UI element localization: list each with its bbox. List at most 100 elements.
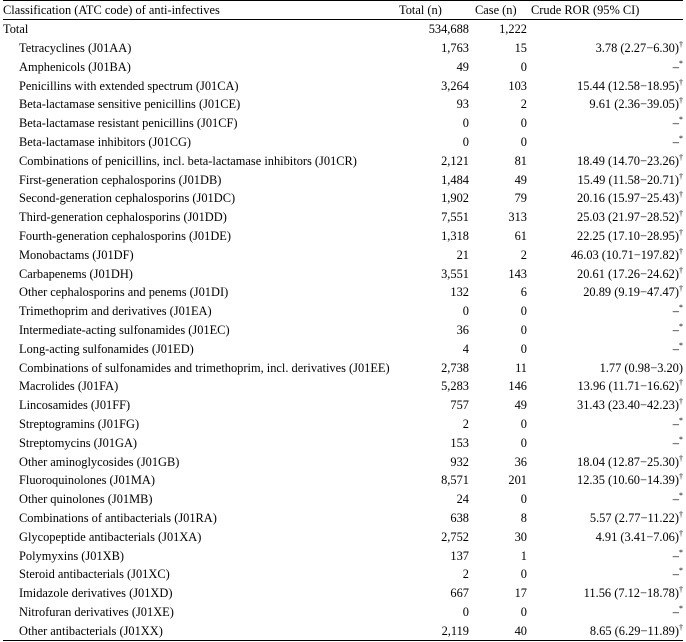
row-case: 313 bbox=[508, 210, 527, 225]
table-row: Amphenicols (J01BA) 49 0 –* bbox=[3, 58, 683, 77]
row-total: 137 bbox=[450, 548, 469, 563]
table-row: Other antibacterials (J01XX) 2,119 40 8.65 … bbox=[3, 622, 683, 641]
row-case: 143 bbox=[508, 266, 527, 281]
row-total: 3,264 bbox=[441, 78, 469, 93]
row-ror-cell: –* bbox=[527, 302, 683, 321]
row-case: 0 bbox=[520, 492, 527, 507]
row-ror: 31.43 (23.40−42.23) bbox=[577, 398, 679, 413]
table-row: Beta-lactamase sensitive penicillins (J0… bbox=[3, 95, 683, 114]
row-classification: Streptomycins (J01GA) bbox=[19, 435, 138, 450]
row-classification: Other aminoglycosides (J01GB) bbox=[19, 454, 180, 469]
significance-mark: † bbox=[679, 528, 683, 538]
row-case: 0 bbox=[520, 322, 527, 337]
row-classification: Second-generation cephalosporins (J01DC) bbox=[19, 191, 236, 206]
row-case: 6 bbox=[520, 285, 527, 300]
row-classification: Trimethoprim and derivatives (J01EA) bbox=[19, 304, 212, 319]
table-row: Combinations of antibacterials (J01RA) 63… bbox=[3, 509, 683, 528]
significance-mark: † bbox=[679, 472, 683, 482]
significance-mark: † bbox=[679, 152, 683, 162]
row-classification: Imidazole derivatives (J01XD) bbox=[19, 586, 173, 601]
significance-mark: * bbox=[679, 491, 683, 501]
table-row: Other aminoglycosides (J01GB) 932 36 18.04 … bbox=[3, 452, 683, 471]
row-total: 4 bbox=[462, 341, 469, 356]
significance-mark: † bbox=[679, 622, 683, 632]
table-row: Trimethoprim and derivatives (J01EA) 0 0 –* bbox=[3, 302, 683, 321]
row-ror: – bbox=[672, 435, 679, 450]
row-total: 7,551 bbox=[441, 210, 469, 225]
table-row: First-generation cephalosporins (J01DB) 1… bbox=[3, 170, 683, 189]
row-classification: Total bbox=[3, 22, 29, 37]
row-total: 1,318 bbox=[441, 228, 469, 243]
row-ror: – bbox=[672, 492, 679, 507]
table-row: Second-generation cephalosporins (J01DC)… bbox=[3, 189, 683, 208]
table-row: Beta-lactamase inhibitors (J01CG) 0 0 –* bbox=[3, 133, 683, 152]
row-total: 24 bbox=[456, 492, 469, 507]
row-classification: Penicillins with extended spectrum (J01C… bbox=[19, 78, 239, 93]
row-ror-cell: 25.03 (21.97−28.52)† bbox=[527, 208, 683, 227]
row-ror: 13.96 (11.71−16.62) bbox=[577, 379, 679, 394]
row-ror: 4.91 (3.41−7.06) bbox=[595, 529, 679, 544]
row-classification: Steroid antibacterials (J01XC) bbox=[19, 567, 170, 582]
row-total: 8,571 bbox=[441, 473, 469, 488]
row-classification: Tetracyclines (J01AA) bbox=[19, 41, 132, 55]
row-ror-cell: 18.04 (12.87−25.30)† bbox=[527, 452, 683, 471]
table-row: Penicillins with extended spectrum (J01C… bbox=[3, 76, 683, 95]
row-ror-cell: 20.61 (17.26−24.62)† bbox=[527, 264, 683, 283]
row-ror: – bbox=[672, 341, 679, 356]
row-ror-cell: –* bbox=[527, 434, 683, 453]
row-ror: – bbox=[672, 134, 679, 149]
row-ror-cell: 15.49 (11.58−20.71)† bbox=[527, 170, 683, 189]
row-classification: Monobactams (J01DF) bbox=[19, 247, 134, 262]
row-case: 0 bbox=[520, 435, 527, 450]
row-total: 93 bbox=[456, 97, 469, 112]
row-total: 667 bbox=[450, 586, 469, 601]
significance-mark: † bbox=[679, 77, 683, 87]
row-case: 15 bbox=[514, 41, 527, 55]
row-case: 0 bbox=[520, 59, 527, 74]
row-total: 757 bbox=[450, 398, 469, 413]
row-total: 49 bbox=[456, 59, 469, 74]
row-ror: 9.61 (2.36−39.05) bbox=[589, 97, 679, 112]
row-total: 3,551 bbox=[441, 266, 469, 281]
row-ror-cell: –* bbox=[527, 546, 683, 565]
row-ror-cell: 4.91 (3.41−7.06)† bbox=[527, 528, 683, 547]
row-ror: 18.04 (12.87−25.30) bbox=[577, 454, 679, 469]
row-case: 61 bbox=[514, 228, 527, 243]
row-ror: 20.89 (9.19−47.47) bbox=[583, 285, 679, 300]
significance-mark: † bbox=[679, 585, 683, 595]
row-case: 1 bbox=[520, 548, 527, 563]
row-ror-cell: 22.25 (17.10−28.95)† bbox=[527, 227, 683, 246]
row-classification: Combinations of sulfonamides and trimeth… bbox=[19, 360, 390, 375]
row-classification: Glycopeptide antibacterials (J01XA) bbox=[19, 529, 202, 544]
row-ror-cell: 3.78 (2.27−6.30)† bbox=[527, 39, 683, 58]
row-total: 1,484 bbox=[441, 172, 469, 187]
significance-mark: * bbox=[679, 547, 683, 557]
row-classification: Lincosamides (J01FF) bbox=[19, 398, 131, 413]
row-ror: 46.03 (10.71−197.82) bbox=[570, 247, 679, 262]
row-classification: Long-acting sulfonamides (J01ED) bbox=[19, 341, 194, 356]
significance-mark: † bbox=[679, 246, 683, 256]
row-case: 30 bbox=[514, 529, 527, 544]
table-row: Other quinolones (J01MB) 24 0 –* bbox=[3, 490, 683, 509]
row-ror-cell bbox=[527, 20, 683, 39]
row-ror: – bbox=[672, 416, 679, 431]
significance-mark: * bbox=[679, 603, 683, 613]
row-ror: – bbox=[672, 322, 679, 337]
row-case: 49 bbox=[514, 172, 527, 187]
row-total: 36 bbox=[456, 322, 469, 337]
table-row: Glycopeptide antibacterials (J01XA) 2,752… bbox=[3, 528, 683, 547]
row-classification: Polymyxins (J01XB) bbox=[19, 548, 124, 563]
row-case: 40 bbox=[514, 623, 527, 638]
table-row: Lincosamides (J01FF) 757 49 31.43 (23.40−42… bbox=[3, 396, 683, 415]
row-ror-cell: 18.49 (14.70−23.26)† bbox=[527, 152, 683, 171]
table-row: Long-acting sulfonamides (J01ED) 4 0 –* bbox=[3, 340, 683, 359]
row-total: 2 bbox=[462, 416, 469, 431]
row-classification: Macrolides (J01FA) bbox=[19, 379, 119, 394]
row-ror-cell: 20.16 (15.97−25.43)† bbox=[527, 189, 683, 208]
row-classification: Beta-lactamase sensitive penicillins (J0… bbox=[19, 97, 241, 112]
row-classification: Other cephalosporins and penems (J01DI) bbox=[19, 285, 229, 300]
row-ror-cell: –* bbox=[527, 603, 683, 622]
row-ror-cell: –* bbox=[527, 415, 683, 434]
row-total: 932 bbox=[450, 454, 469, 469]
row-classification: Combinations of penicillins, incl. beta-… bbox=[19, 153, 357, 168]
